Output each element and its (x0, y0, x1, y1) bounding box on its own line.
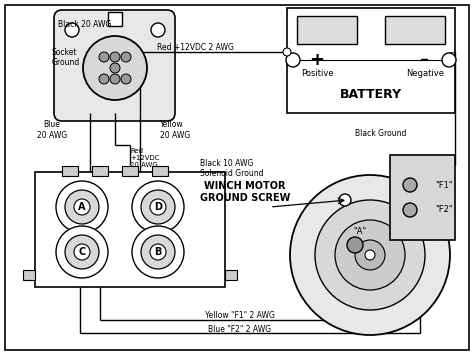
Circle shape (283, 48, 291, 56)
Circle shape (121, 52, 131, 62)
Circle shape (132, 181, 184, 233)
Bar (122, 166, 138, 176)
Text: Socket
Ground: Socket Ground (52, 48, 80, 67)
Bar (385, 16, 445, 44)
Circle shape (110, 52, 120, 62)
Bar (297, 16, 357, 44)
Circle shape (365, 250, 375, 260)
Text: Blue
20 AWG: Blue 20 AWG (37, 120, 67, 140)
Bar (225, 270, 237, 280)
Circle shape (56, 181, 108, 233)
Circle shape (141, 190, 175, 224)
Circle shape (335, 220, 405, 290)
Bar (152, 166, 168, 176)
Bar (287, 8, 455, 113)
Text: Black Ground: Black Ground (355, 129, 406, 137)
Bar (23, 270, 35, 280)
Circle shape (290, 175, 450, 335)
Circle shape (141, 235, 175, 269)
Circle shape (132, 226, 184, 278)
Circle shape (286, 53, 300, 67)
Text: Solenoid Ground: Solenoid Ground (200, 169, 264, 178)
Text: Yellow "F1" 2 AWG: Yellow "F1" 2 AWG (205, 311, 275, 320)
Text: +: + (310, 51, 325, 69)
Circle shape (110, 63, 120, 73)
Circle shape (65, 190, 99, 224)
Circle shape (150, 244, 166, 260)
Bar (62, 166, 78, 176)
Bar (390, 155, 455, 240)
Bar (92, 166, 108, 176)
Text: C: C (78, 247, 86, 257)
Circle shape (121, 74, 131, 84)
Bar (35, 172, 225, 287)
Circle shape (65, 235, 99, 269)
Circle shape (315, 200, 425, 310)
Circle shape (442, 53, 456, 67)
Text: Red +12VDC 2 AWG: Red +12VDC 2 AWG (156, 43, 233, 52)
Circle shape (65, 23, 79, 37)
Circle shape (151, 23, 165, 37)
Circle shape (339, 194, 351, 206)
Circle shape (110, 74, 120, 84)
FancyBboxPatch shape (54, 10, 175, 121)
Text: Yellow
20 AWG: Yellow 20 AWG (160, 120, 190, 140)
Circle shape (355, 240, 385, 270)
Circle shape (74, 199, 90, 215)
Text: Black 10 AWG: Black 10 AWG (200, 158, 254, 168)
Circle shape (347, 237, 363, 253)
Text: B: B (155, 247, 162, 257)
Text: D: D (154, 202, 162, 212)
Circle shape (74, 244, 90, 260)
Text: "F1": "F1" (435, 180, 453, 190)
Circle shape (83, 36, 147, 100)
Text: Red
+12VDC
20 AWG: Red +12VDC 20 AWG (130, 148, 159, 168)
Bar (108, 12, 122, 26)
Text: –: – (420, 51, 429, 69)
Text: Negative: Negative (406, 70, 444, 78)
Circle shape (99, 52, 109, 62)
Text: Blue "F2" 2 AWG: Blue "F2" 2 AWG (209, 326, 272, 334)
Text: Black 20 AWG: Black 20 AWG (58, 20, 111, 29)
Text: A: A (78, 202, 86, 212)
Circle shape (403, 203, 417, 217)
Text: Positive: Positive (301, 70, 333, 78)
Text: WINCH MOTOR
GROUND SCREW: WINCH MOTOR GROUND SCREW (200, 181, 290, 203)
Text: BATTERY: BATTERY (340, 88, 402, 102)
Circle shape (403, 178, 417, 192)
Circle shape (56, 226, 108, 278)
Circle shape (99, 74, 109, 84)
Text: "A": "A" (354, 228, 366, 236)
Circle shape (150, 199, 166, 215)
Text: "F2": "F2" (435, 206, 453, 214)
